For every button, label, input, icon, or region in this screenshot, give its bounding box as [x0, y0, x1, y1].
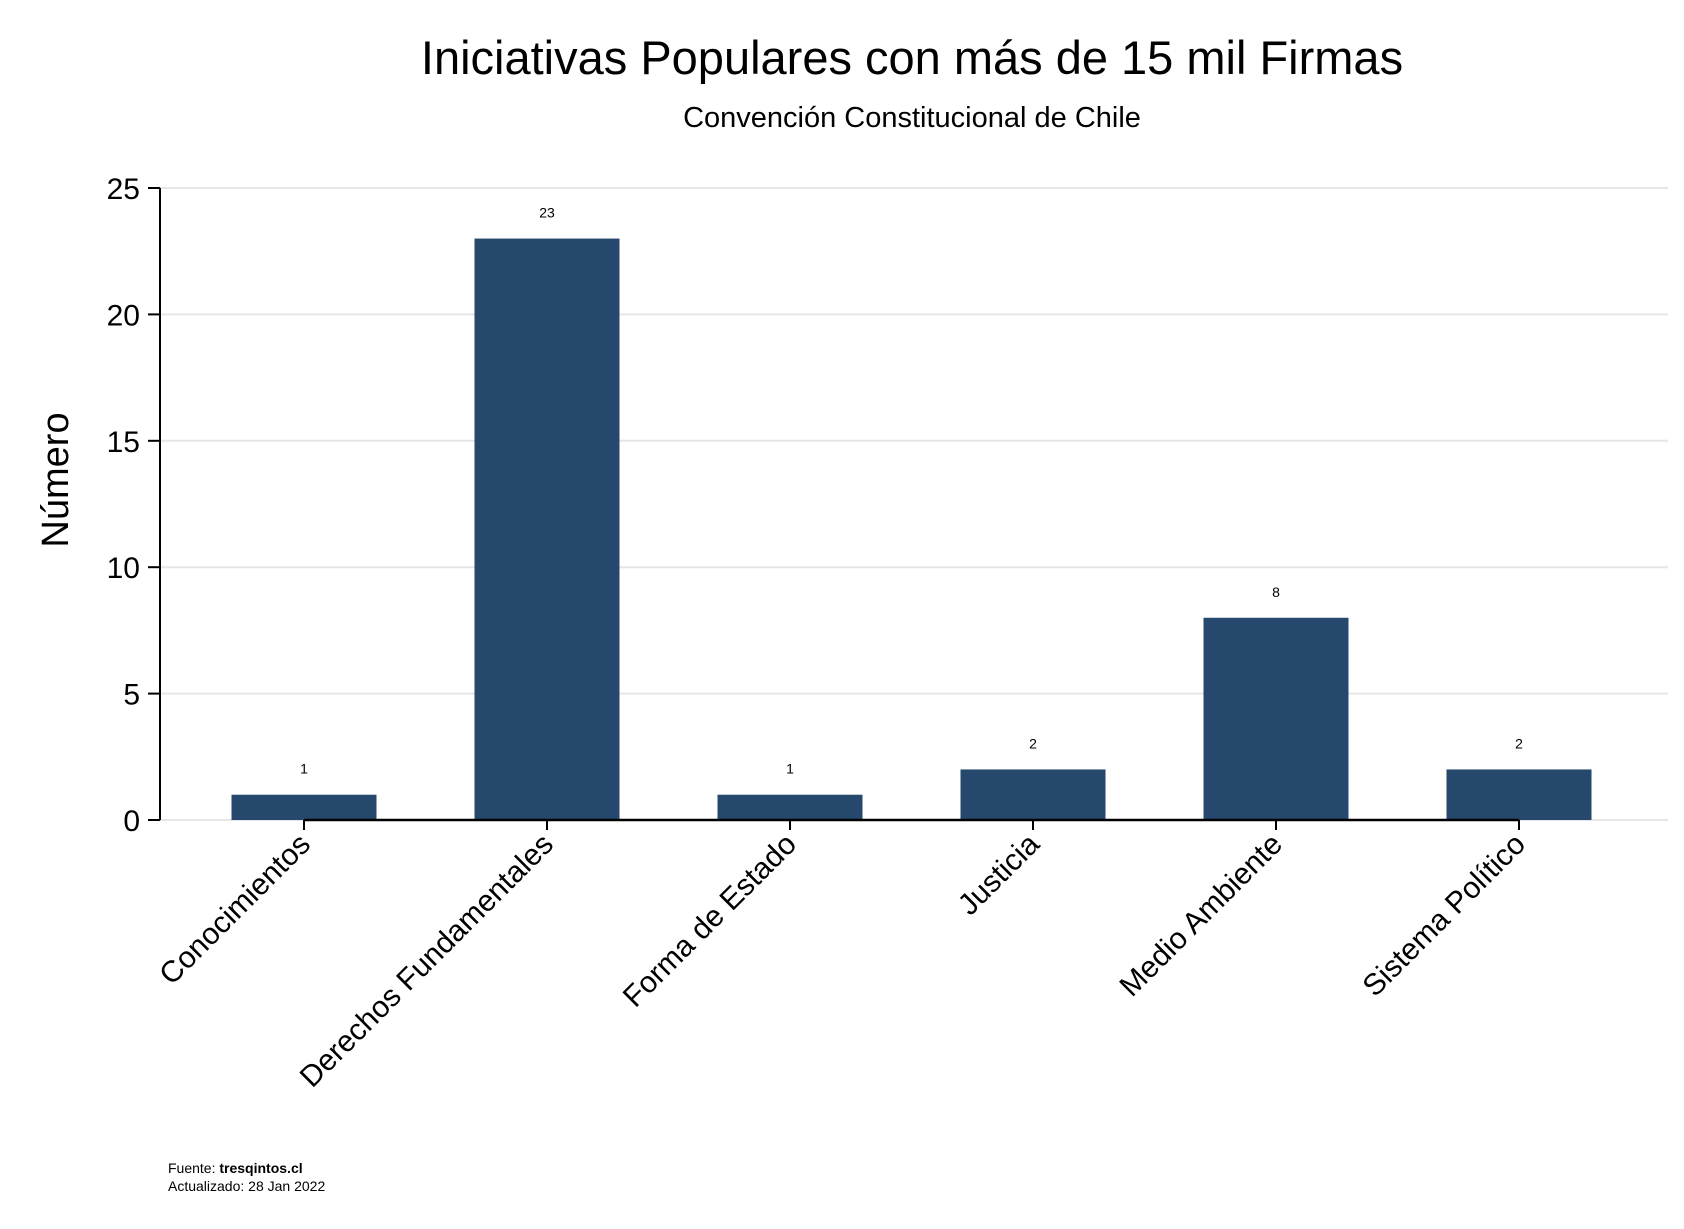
y-tick-label: 0 — [123, 805, 140, 838]
x-tick-label: Medio Ambiente — [1113, 828, 1288, 1003]
bar-value-label: 1 — [786, 761, 794, 777]
y-tick-label: 20 — [107, 299, 140, 332]
footer-source-label: Fuente: — [168, 1160, 219, 1176]
y-tick-label: 15 — [107, 426, 140, 459]
y-axis-label: Número — [35, 412, 77, 547]
y-tick-label: 5 — [123, 679, 140, 712]
bar-value-label: 8 — [1272, 584, 1280, 600]
x-tick-label: Forma de Estado — [617, 828, 803, 1014]
bar — [1203, 617, 1349, 820]
footer-updated: Actualizado: 28 Jan 2022 — [168, 1178, 325, 1194]
bars — [231, 238, 1592, 820]
x-tick-label: Derechos Fundamentales — [294, 828, 560, 1094]
bar-value-label: 2 — [1029, 735, 1037, 751]
bar-value-label: 2 — [1515, 735, 1523, 751]
x-tick-label: Conocimientos — [153, 828, 317, 992]
bar — [474, 238, 620, 820]
y-axis: 0 5 10 15 20 25 — [107, 173, 161, 838]
footer-source-name: tresqintos.cl — [219, 1160, 302, 1176]
gridlines — [160, 187, 1668, 821]
y-tick-label: 25 — [107, 173, 140, 206]
data-labels: 1 23 1 2 8 2 — [300, 205, 1523, 777]
bar — [717, 794, 863, 820]
bar — [1446, 769, 1592, 820]
bar — [960, 769, 1106, 820]
chart-title: Iniciativas Populares con más de 15 mil … — [421, 31, 1403, 84]
y-tick-label: 10 — [107, 552, 140, 585]
bar — [231, 794, 377, 820]
bar-value-label: 23 — [539, 205, 555, 221]
x-tick-label: Sistema Político — [1357, 828, 1532, 1003]
x-tick-label: Justicia — [952, 827, 1046, 921]
chart-subtitle: Convención Constitucional de Chile — [683, 102, 1141, 134]
footer-source: Fuente: tresqintos.cl — [168, 1160, 303, 1176]
bar-value-label: 1 — [300, 761, 308, 777]
